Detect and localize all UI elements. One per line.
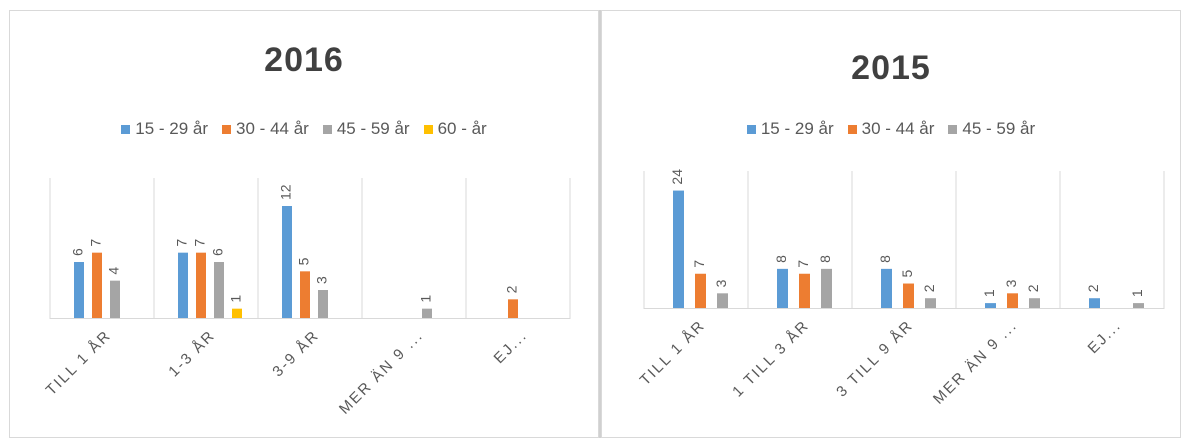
chart-legend: 15 - 29 år 30 - 44 år 45 - 59 år 60 - år [10, 119, 598, 139]
category-label: MER ÄN 9 ... [930, 317, 1021, 408]
legend-swatch [222, 124, 232, 134]
data-label: 2 [504, 285, 520, 293]
bar [881, 268, 892, 308]
bar [1089, 298, 1100, 308]
legend-swatch [746, 124, 756, 134]
data-label: 24 [669, 169, 685, 185]
category-label: TILL 1 ÅR [43, 327, 115, 399]
legend-label: 30 - 44 år [861, 119, 935, 138]
bar [903, 283, 914, 308]
legend-item: 30 - 44 år [847, 119, 935, 139]
category-label: EJ... [1085, 317, 1125, 357]
category-label: EJ... [491, 327, 531, 367]
data-label: 2 [921, 284, 937, 292]
legend-swatch [948, 124, 958, 134]
data-label: 7 [691, 260, 707, 268]
legend-swatch [322, 124, 332, 134]
bar [1029, 298, 1040, 308]
data-label: 3 [713, 279, 729, 287]
legend-item: 45 - 59 år [322, 119, 410, 139]
bar [717, 293, 728, 308]
legend-label: 30 - 44 år [236, 119, 309, 138]
bar [422, 308, 432, 318]
legend-item: 45 - 59 år [948, 119, 1035, 139]
data-label: 2 [1025, 284, 1041, 292]
category-label: 1 TILL 3 ÅR [729, 317, 813, 401]
legend-label: 60 - år [437, 119, 487, 138]
data-label: 8 [877, 255, 893, 263]
data-label: 7 [174, 239, 190, 247]
bar [300, 271, 310, 318]
legend-label: 15 - 29 år [135, 119, 209, 138]
legend-label: 45 - 59 år [962, 119, 1036, 138]
category-label: 3 TILL 9 ÅR [833, 317, 917, 401]
bar [508, 299, 518, 318]
data-label: 4 [106, 267, 122, 275]
data-label: 12 [278, 184, 294, 200]
data-label: 1 [228, 295, 244, 303]
bar [214, 262, 224, 318]
legend-item: 30 - 44 år [222, 119, 309, 139]
data-label: 3 [314, 276, 330, 284]
bar [232, 308, 242, 318]
bar [1133, 303, 1144, 308]
bar [821, 268, 832, 308]
legend-label: 15 - 29 år [760, 119, 834, 138]
bar [777, 268, 788, 308]
bar [695, 273, 706, 308]
bar [74, 262, 84, 318]
bar [673, 190, 684, 308]
bar [282, 206, 292, 318]
legend-item: 60 - år [423, 119, 487, 139]
data-label: 7 [88, 239, 104, 247]
data-label: 5 [296, 257, 312, 265]
category-label: 3-9 ÅR [269, 327, 323, 381]
data-label: 3 [1003, 279, 1019, 287]
bar [799, 273, 810, 308]
bar [92, 252, 102, 318]
bar [925, 298, 936, 308]
data-label: 6 [70, 248, 86, 256]
category-label: MER ÄN 9 ... [336, 327, 427, 418]
data-label: 1 [1129, 289, 1145, 297]
legend-swatch [121, 124, 131, 134]
data-label: 5 [899, 270, 915, 278]
chart-title: 2016 [264, 41, 344, 79]
bar [178, 252, 188, 318]
chart-legend: 15 - 29 år 30 - 44 år 45 - 59 år [602, 119, 1180, 139]
legend-label: 45 - 59 år [336, 119, 410, 138]
data-label: 7 [192, 239, 208, 247]
legend-swatch [423, 124, 433, 134]
chart-panel-2015: 2015 15 - 29 år 30 - 44 år 45 - 59 år 24 7 3… [601, 10, 1181, 438]
category-label: TILL 1 ÅR [637, 317, 709, 389]
chart-title: 2015 [851, 49, 931, 87]
data-label: 2 [1085, 284, 1101, 292]
data-label: 7 [795, 260, 811, 268]
data-label: 1 [981, 289, 997, 297]
bar [110, 280, 120, 318]
bar [196, 252, 206, 318]
bar [1007, 293, 1018, 308]
legend-swatch [847, 124, 857, 134]
chart-panel-2016: 2016 15 - 29 år 30 - 44 år 45 - 59 år 60 - … [9, 10, 599, 438]
panel-divider [599, 10, 601, 438]
data-label: 6 [210, 248, 226, 256]
data-label: 8 [773, 255, 789, 263]
data-label: 1 [418, 295, 434, 303]
bar [985, 303, 996, 308]
legend-item: 15 - 29 år [746, 119, 834, 139]
data-label: 8 [817, 255, 833, 263]
legend-item: 15 - 29 år [121, 119, 208, 139]
category-label: 1-3 ÅR [165, 327, 219, 381]
bar [318, 290, 328, 318]
